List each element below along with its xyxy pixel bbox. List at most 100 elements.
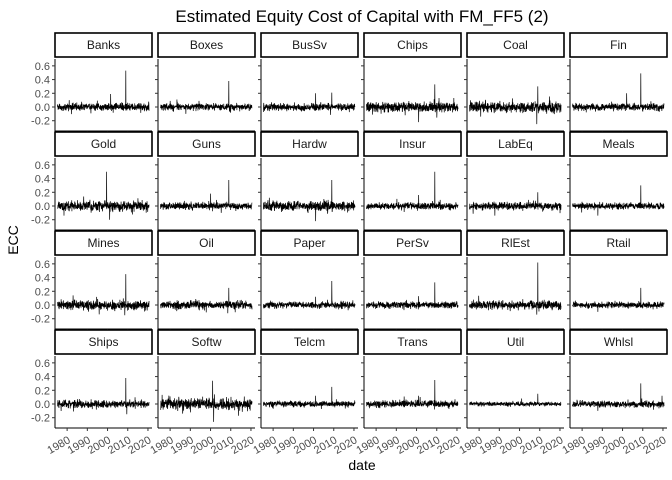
facet-strip <box>363 32 462 58</box>
facet-strip-label: RlEst <box>501 236 530 250</box>
facet-panel-guns: Guns <box>155 131 256 233</box>
facet-strip-label: Telcm <box>294 335 325 349</box>
facet-panel-rlest: RlEst <box>464 230 565 332</box>
facet-panel-persv: PerSv <box>361 230 462 332</box>
y-tick-label: 0.0 <box>35 201 50 213</box>
facet-strip <box>466 329 565 355</box>
facet-strip <box>466 230 565 256</box>
y-tick-label: 0.4 <box>35 75 50 87</box>
y-tick-label: 0.2 <box>35 88 50 100</box>
facet-strip <box>157 230 256 256</box>
facet-strip-label: Fin <box>610 38 627 52</box>
facet-strip-label: Paper <box>293 236 325 250</box>
chart-title: Estimated Equity Cost of Capital with FM… <box>175 7 548 26</box>
y-tick-label: 0.4 <box>35 174 50 186</box>
x-axis-title: date <box>348 457 375 473</box>
series-line-telcm <box>263 386 356 409</box>
facet-strip-label: BusSv <box>292 38 327 52</box>
facet-strip <box>569 329 668 355</box>
series-line-labeq <box>469 192 562 216</box>
series-line-fin <box>572 73 665 113</box>
facet-strip <box>363 131 462 157</box>
facet-strip-label: Mines <box>87 236 119 250</box>
y-tick-label: 0.0 <box>35 102 50 114</box>
y-tick-label: 0.0 <box>35 300 50 312</box>
facet-strip-label: Hardw <box>292 137 327 151</box>
y-tick-label: 0.6 <box>35 160 50 172</box>
facet-strip-label: Coal <box>503 38 528 52</box>
facet-panel-oil: Oil <box>155 230 256 332</box>
series-line-chips <box>366 84 459 123</box>
facet-panel-hardw: Hardw <box>258 131 359 233</box>
y-tick-label: -0.2 <box>31 116 50 128</box>
facet-panel-meals: Meals <box>567 131 668 233</box>
facet-strip <box>54 329 153 355</box>
facet-strip-label: LabEq <box>498 137 533 151</box>
facet-strip <box>466 131 565 157</box>
series-line-paper <box>263 280 356 311</box>
facet-panel-banks: Banks -0.2 0.0 0.20.4 0.6 <box>31 32 153 134</box>
facet-strip <box>260 329 359 355</box>
series-line-hardw <box>263 179 356 222</box>
facet-strip-label: Oil <box>199 236 214 250</box>
facet-panel-labeq: LabEq <box>464 131 565 233</box>
facet-panel-coal: Coal <box>464 32 565 134</box>
facet-strip <box>157 32 256 58</box>
facet-strip <box>569 32 668 58</box>
y-tick-label: 0.6 <box>35 61 50 73</box>
series-line-trans <box>366 379 459 410</box>
series-line-coal <box>469 86 562 125</box>
facet-strip <box>363 230 462 256</box>
facet-panel-insur: Insur <box>361 131 462 233</box>
facet-panel-chips: Chips <box>361 32 462 134</box>
y-tick-label: 0.2 <box>35 385 50 397</box>
facet-strip <box>260 131 359 157</box>
y-tick-label: -0.2 <box>31 413 50 425</box>
facet-strip-label: Ships <box>88 335 118 349</box>
facet-strip-label: Softw <box>191 335 221 349</box>
y-tick-label: 0.2 <box>35 187 50 199</box>
series-line-mines <box>57 274 150 316</box>
series-line-boxes <box>160 80 253 114</box>
facet-panel-gold: Gold -0.2 0.0 0.20.4 0.6 <box>31 131 153 233</box>
facet-strip-label: Chips <box>397 38 428 52</box>
facet-strip <box>466 32 565 58</box>
facet-strip <box>54 131 153 157</box>
y-tick-label: -0.2 <box>31 314 50 326</box>
series-line-bussv <box>263 92 356 115</box>
facet-strip <box>363 329 462 355</box>
series-line-gold <box>57 171 150 220</box>
facet-strip-label: Whlsl <box>604 335 633 349</box>
facet-strip <box>260 230 359 256</box>
facet-strip-label: Boxes <box>190 38 223 52</box>
facet-strip-label: Insur <box>399 137 426 151</box>
y-tick-label: 0.4 <box>35 273 50 285</box>
facet-strip <box>569 131 668 157</box>
y-axis-title: ECC <box>5 225 21 255</box>
facet-strip <box>260 32 359 58</box>
series-line-oil <box>160 287 253 314</box>
facet-strip-label: Meals <box>602 137 634 151</box>
facet-strip-label: Trans <box>397 335 427 349</box>
series-line-ships <box>57 377 150 415</box>
y-tick-label: 0.0 <box>35 399 50 411</box>
series-line-meals <box>572 185 665 216</box>
facet-strip-label: Util <box>507 335 524 349</box>
facet-panel-rtail: Rtail <box>567 230 668 332</box>
facet-panel-mines: Mines -0.2 0.0 0.20.4 0.6 <box>31 230 153 332</box>
facet-strip <box>54 32 153 58</box>
facet-strip-label: Rtail <box>606 236 630 250</box>
facet-strip-label: Banks <box>87 38 120 52</box>
y-tick-label: 0.4 <box>35 372 50 384</box>
facet-strip <box>569 230 668 256</box>
series-line-rlest <box>469 262 562 315</box>
y-tick-label: 0.6 <box>35 259 50 271</box>
facet-strip-label: PerSv <box>396 236 429 250</box>
series-line-persv <box>366 282 459 311</box>
y-tick-label: -0.2 <box>31 215 50 227</box>
series-line-rtail <box>572 287 665 312</box>
facet-strip-label: Gold <box>91 137 116 151</box>
facet-strip <box>54 230 153 256</box>
series-line-softw <box>160 380 253 422</box>
